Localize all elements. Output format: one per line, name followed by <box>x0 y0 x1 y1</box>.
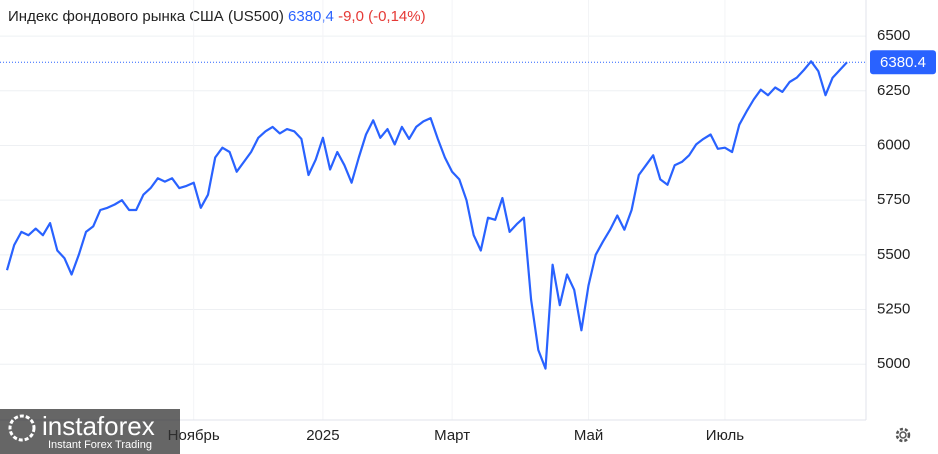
y-tick-label: 6250 <box>877 82 910 99</box>
header: Индекс фондового рынка США (US500) 6380,… <box>8 8 426 25</box>
y-tick-label: 6500 <box>877 27 910 44</box>
line-series <box>5 60 848 370</box>
y-tick-label: 6000 <box>877 136 910 153</box>
y-tick-label: 5000 <box>877 355 910 372</box>
x-tick-label: Июль <box>706 427 744 444</box>
settings-icon[interactable] <box>895 427 911 443</box>
chart-title: Индекс фондового рынка США (US500) <box>8 8 284 25</box>
y-tick-label: 5750 <box>877 191 910 208</box>
x-tick-label: Март <box>434 427 470 444</box>
price-label-box <box>870 50 936 75</box>
change: -9,0 (-0,14%) <box>338 8 426 25</box>
watermark-tagline: Instant Forex Trading <box>48 439 152 451</box>
y-tick-label: 5250 <box>877 301 910 318</box>
x-tick-label: Май <box>574 427 603 444</box>
y-tick-label: 5500 <box>877 246 910 263</box>
watermark-logo <box>8 414 36 442</box>
price: 6380,4 <box>288 8 334 25</box>
x-tick-label: Ноябрь <box>168 427 220 444</box>
x-tick-label: 2025 <box>306 427 339 444</box>
watermark-brand: instaforex <box>42 411 155 441</box>
watermark-bg <box>0 409 180 454</box>
price-label: 6380.4 <box>880 54 926 71</box>
